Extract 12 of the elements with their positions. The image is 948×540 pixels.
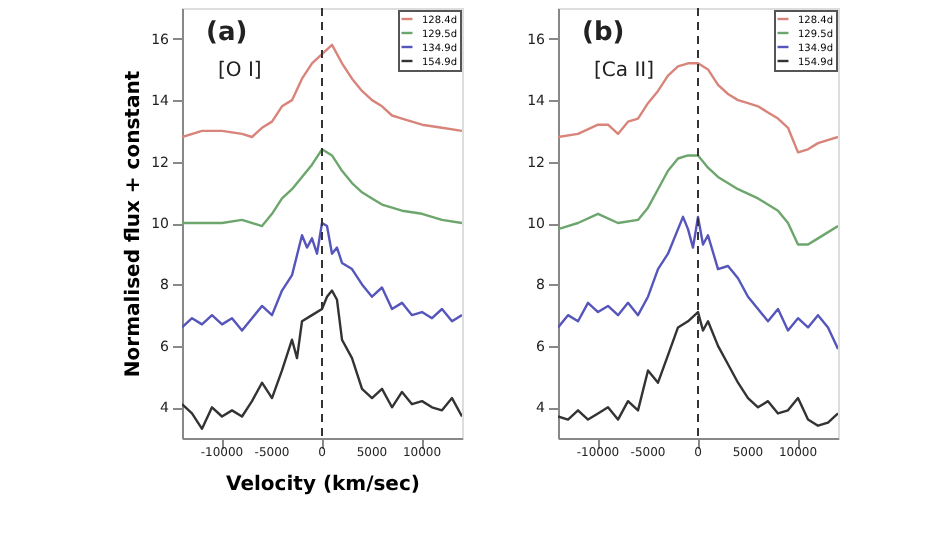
line-series xyxy=(558,62,838,154)
annotation: [O I] xyxy=(218,60,262,82)
annotation: [Ca II] xyxy=(594,60,655,82)
line-series xyxy=(558,154,838,246)
annotation: (b) xyxy=(582,18,625,48)
line-series xyxy=(182,43,462,139)
annotation: (a) xyxy=(206,18,248,48)
line-series xyxy=(182,148,462,228)
line-series xyxy=(558,215,838,351)
line-series xyxy=(182,221,462,332)
y-axis-title: Normalised flux + constant xyxy=(123,70,146,378)
x-axis-title: Velocity (km/sec) xyxy=(226,474,420,496)
